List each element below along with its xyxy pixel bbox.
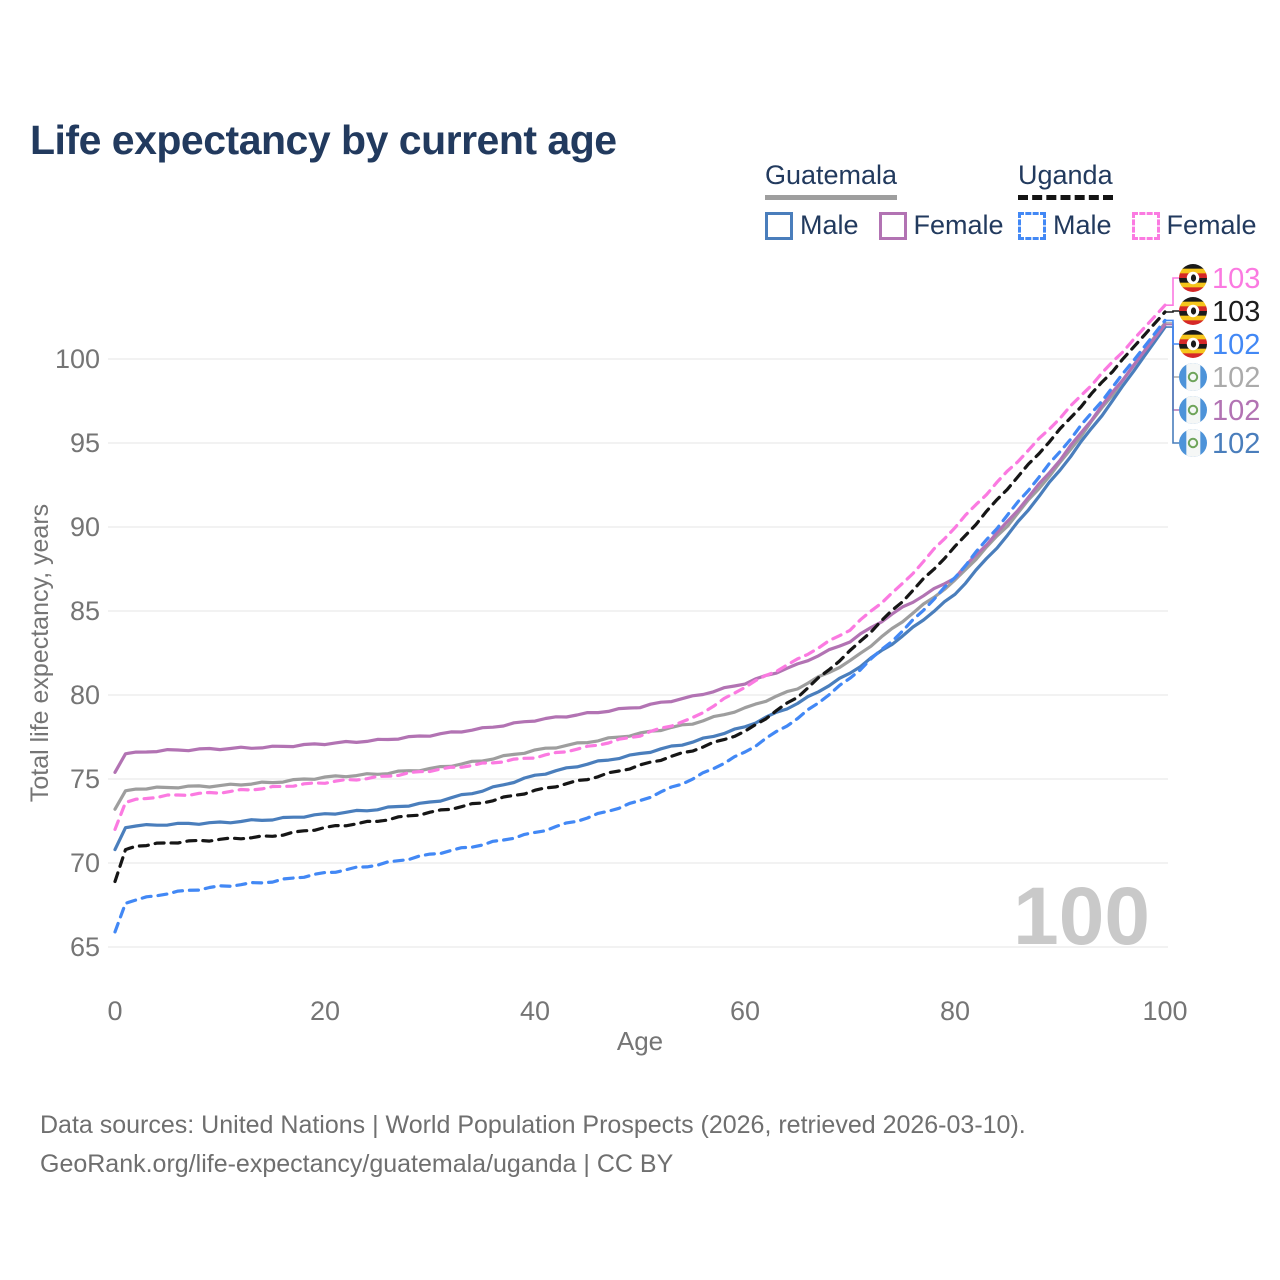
leader-line-uganda-male [1166,319,1179,345]
uganda-flag-icon [1179,297,1207,325]
end-label-uganda-male: 102 [1212,329,1260,361]
x-tick-label: 20 [310,996,340,1026]
leader-line-guatemala-male [1166,326,1179,444]
x-tick-label: 40 [520,996,550,1026]
end-label-uganda-female: 103 [1212,263,1260,295]
legend-item-label: Female [1166,210,1257,240]
guatemala-flag-icon [1179,396,1207,424]
x-tick-label: 0 [107,996,122,1026]
y-tick-label: 70 [70,848,100,878]
page-title: Life expectancy by current age [30,117,617,164]
series-line-uganda-total[interactable] [113,310,1167,884]
end-label-guatemala-total: 102 [1212,362,1260,394]
y-tick-label: 80 [70,680,100,710]
end-label-uganda-total: 103 [1212,296,1260,328]
legend-item-uganda-female[interactable]: Female [1131,210,1257,241]
series-line-uganda-male[interactable] [113,318,1167,934]
series-line-guatemala-female[interactable] [113,323,1167,774]
legend-group-uganda: Uganda Male Female [1018,160,1257,241]
legend-header-uganda[interactable]: Uganda [1018,160,1113,200]
legend-item-label: Female [913,210,1004,240]
guatemala-flag-icon [1179,429,1207,457]
leader-line-uganda-female [1166,277,1179,306]
end-label-guatemala-female: 102 [1212,395,1260,427]
uganda-female-swatch-icon [1131,211,1160,240]
y-tick-label: 95 [70,428,100,458]
data-sources-text: Data sources: United Nations | World Pop… [40,1111,1026,1139]
uganda-flag-icon [1179,330,1207,358]
guatemala-female-swatch-icon [878,211,907,240]
x-tick-label: 100 [1142,996,1187,1026]
uganda-male-swatch-icon [1018,211,1046,240]
chart-footer: Data sources: United Nations | World Pop… [40,1106,1026,1184]
y-axis-title: Total life expectancy, years [26,504,54,802]
y-tick-label: 90 [70,512,100,542]
age-watermark: 100 [1013,871,1150,962]
legend-item-guatemala-female[interactable]: Female [878,210,1004,241]
legend-item-label: Male [800,210,859,240]
y-tick-label: 100 [55,344,100,374]
uganda-flag-icon [1179,264,1207,292]
x-tick-label: 60 [730,996,760,1026]
end-label-guatemala-male: 102 [1212,428,1260,460]
legend-item-guatemala-male[interactable]: Male [765,210,859,241]
y-tick-label: 75 [70,764,100,794]
guatemala-flag-icon [1179,363,1207,391]
legend-item-uganda-male[interactable]: Male [1018,210,1112,241]
legend-header-guatemala[interactable]: Guatemala [765,160,898,200]
x-axis-title: Age [617,1026,663,1056]
legend-item-label: Male [1053,210,1112,240]
y-tick-label: 65 [70,932,100,962]
attribution-text: GeoRank.org/life-expectancy/guatemala/ug… [40,1150,674,1178]
x-tick-label: 80 [940,996,970,1026]
y-tick-label: 85 [70,596,100,626]
leader-line-uganda-total [1166,310,1179,313]
guatemala-male-swatch-icon [765,211,793,240]
legend-group-guatemala: Guatemala Male Female [765,160,1004,241]
series-line-uganda-female[interactable] [113,303,1167,831]
series-line-guatemala-male[interactable] [113,325,1167,852]
